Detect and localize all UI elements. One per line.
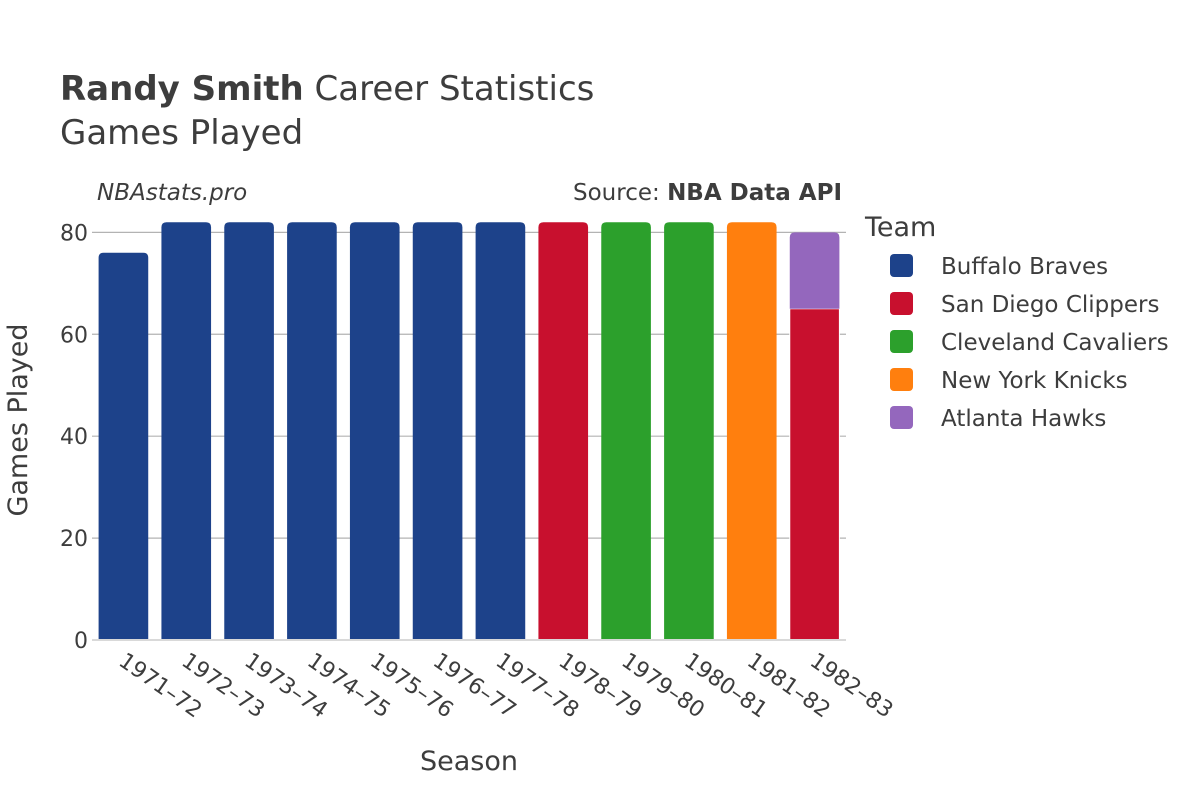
y-tick-label: 20 [60, 527, 88, 552]
y-gridlines [92, 231, 846, 539]
chart-title: Randy Smith Career Statistics [60, 69, 594, 109]
legend-label: Atlanta Hawks [941, 406, 1106, 432]
bar-atlanta-hawks-1982–83 [789, 232, 840, 309]
legend-swatch [890, 330, 913, 353]
source-credit: Source: NBA Data API [573, 180, 842, 206]
y-axis-title: Games Played [3, 323, 34, 516]
bar-san-diego-clippers-1982–83 [789, 308, 840, 641]
bar-buffalo-braves-1977–78 [475, 222, 526, 640]
y-tick-label: 40 [60, 425, 88, 450]
player-name: Randy Smith [60, 69, 304, 109]
bar-buffalo-braves-1975–76 [349, 222, 400, 640]
legend-title: Team [864, 212, 936, 243]
legend-swatch [890, 254, 913, 277]
y-tick-label: 0 [74, 629, 88, 654]
legend: Buffalo Braves San Diego Clippers Clevelan… [890, 254, 1169, 432]
legend-label: New York Knicks [941, 368, 1128, 394]
x-tick-labels: 1971–721972–731973–741974–751975–761976–… [114, 648, 897, 723]
y-tick-label: 60 [60, 323, 88, 348]
legend-swatch [890, 292, 913, 315]
y-tick-label: 80 [60, 221, 88, 246]
watermark: NBAstats.pro [97, 180, 247, 206]
x-axis-title: Season [420, 746, 518, 777]
bars [98, 222, 840, 641]
bar-buffalo-braves-1971–72 [98, 252, 149, 640]
bar-buffalo-braves-1974–75 [287, 222, 337, 640]
bar-buffalo-braves-1972–73 [161, 222, 212, 640]
source-name: NBA Data API [667, 180, 842, 206]
legend-label: Cleveland Cavaliers [941, 330, 1169, 356]
title-rest: Career Statistics [304, 69, 595, 109]
bar-buffalo-braves-1976–77 [412, 222, 463, 640]
bar-cleveland-cavaliers-1979–80 [601, 222, 651, 640]
legend-swatch [890, 368, 913, 391]
chart-subtitle: Games Played [60, 113, 303, 153]
bar-buffalo-braves-1973–74 [224, 222, 274, 640]
legend-label: Buffalo Braves [941, 254, 1108, 280]
legend-swatch [890, 406, 913, 429]
bar-new-york-knicks-1981–82 [726, 222, 777, 640]
bar-cleveland-cavaliers-1980–81 [664, 222, 714, 640]
source-prefix: Source: [573, 180, 667, 206]
bar-san-diego-clippers-1978–79 [538, 222, 589, 640]
legend-label: San Diego Clippers [941, 292, 1159, 318]
y-tick-labels: 0 20 40 60 80 [60, 221, 88, 654]
